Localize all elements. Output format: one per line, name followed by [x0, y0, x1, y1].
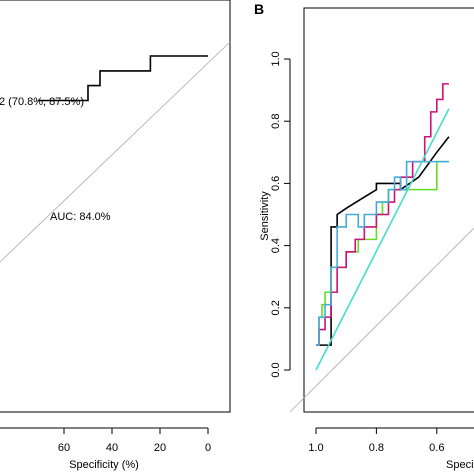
panel-b-y-ticks: 0.0 0.2 0.4 0.6 0.8 1.0 — [270, 51, 290, 378]
panel-b-series — [315, 83, 450, 371]
panel-a-x-tick-label: 20 — [154, 442, 166, 454]
panel-b-roc-curve-blue — [316, 160, 449, 346]
panel-a-threshold-label: 2 (70.8%, 87.5%) — [0, 96, 84, 108]
panel-b-y-axis-title: Sensitivity — [259, 191, 271, 241]
panel-a-x-ticks: 60 40 20 0 — [58, 428, 211, 454]
panel-a-reference-diagonal — [0, 41, 231, 263]
panel-b-y-tick-label: 0.2 — [270, 300, 282, 315]
panel-b-roc-curve-green — [316, 160, 449, 346]
panel-b-x-tick-label: 0.8 — [369, 442, 384, 454]
panel-b-roc-curve-black — [316, 136, 450, 346]
panel-b-roc-curve-cyan — [315, 108, 450, 371]
panel-b: B 0.0 0.2 0.4 0.6 0.8 1.0 1.0 0.8 0.6 Sensitivi… — [254, 1, 474, 471]
panel-b-y-tick-label: 1.0 — [270, 51, 282, 66]
panel-a-x-tick-label: 0 — [205, 442, 211, 454]
panel-b-letter: B — [254, 1, 264, 17]
panel-a-auc-label: AUC: 84.0% — [50, 211, 111, 223]
panel-b-x-ticks: 1.0 0.8 0.6 — [308, 428, 444, 454]
panel-b-y-tick-label: 0.4 — [270, 238, 282, 253]
panel-a: 60 40 20 0 2 (70.8%, 87.5%) AUC: 84.0% Spec… — [0, 0, 231, 471]
panel-b-y-tick-label: 0.6 — [270, 176, 282, 191]
panel-a-plot-frame — [0, 0, 231, 413]
panel-a-x-tick-label: 60 — [58, 442, 70, 454]
panel-b-y-tick-label: 0.8 — [270, 114, 282, 129]
panel-a-roc-curve — [37, 55, 208, 102]
panel-b-x-tick-label: 0.6 — [429, 442, 444, 454]
panel-b-reference-diagonal — [289, 227, 474, 413]
panel-b-plot-frame — [303, 7, 474, 413]
panel-b-x-axis-title: Speci — [446, 459, 474, 471]
panel-a-x-tick-label: 40 — [106, 442, 118, 454]
panel-b-y-tick-label: 0.0 — [270, 362, 282, 377]
panel-a-series — [37, 55, 208, 102]
panel-b-x-tick-label: 1.0 — [308, 442, 323, 454]
panel-a-x-axis-title: Specificity (%) — [69, 459, 139, 471]
panel-b-roc-curve-magenta — [316, 83, 449, 346]
